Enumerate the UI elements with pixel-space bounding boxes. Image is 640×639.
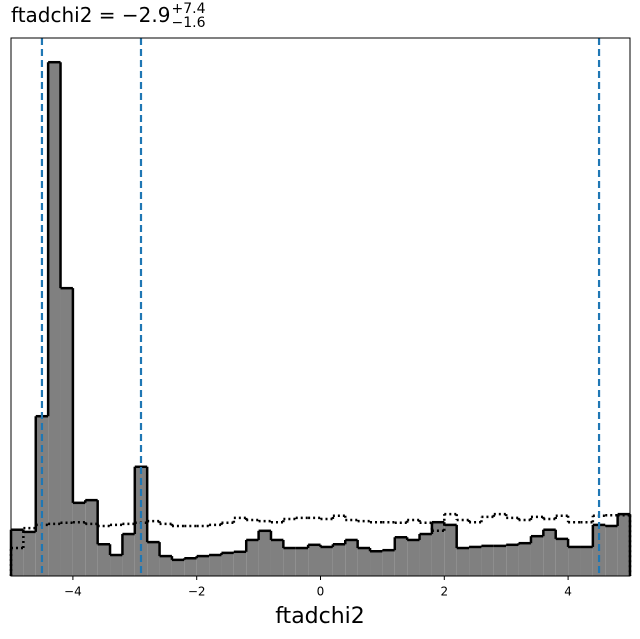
histogram-bar <box>617 514 630 576</box>
histogram-bar <box>110 555 123 576</box>
title-lower: −1.6 <box>171 15 205 31</box>
chart-title: ftadchi2 = −2.9 <box>11 3 170 27</box>
histogram-bar <box>407 539 420 576</box>
histogram-bar <box>23 531 36 576</box>
histogram-bar <box>233 551 247 576</box>
histogram-bar <box>72 502 86 576</box>
histogram-bar <box>357 548 371 576</box>
x-tick-label: −2 <box>188 585 206 599</box>
histogram-bar <box>493 545 507 576</box>
histogram-bar <box>308 544 321 576</box>
histogram-bar <box>382 550 395 576</box>
histogram-bar <box>258 530 271 576</box>
x-axis-label: ftadchi2 <box>275 604 365 629</box>
x-tick-label: −4 <box>64 585 82 599</box>
histogram-bar <box>345 539 358 576</box>
x-tick-label: 4 <box>564 585 572 599</box>
histogram-bar <box>171 559 185 576</box>
histogram-bar <box>147 542 160 576</box>
x-tick-label: 2 <box>440 585 448 599</box>
title-upper: +7.4 <box>171 1 205 17</box>
histogram-bar <box>605 525 618 576</box>
histogram-bar <box>543 529 556 576</box>
histogram-bar <box>506 544 519 576</box>
histogram-bar <box>60 288 73 576</box>
histogram-bar <box>134 466 148 576</box>
histogram-bar <box>530 536 544 576</box>
histogram-bar <box>159 556 172 576</box>
histogram-bar <box>85 500 98 576</box>
histogram-bar <box>295 548 309 576</box>
histogram-bar <box>184 558 197 576</box>
histogram-bar <box>332 544 346 576</box>
title-text: ftadchi2 = −2.9 <box>11 3 170 27</box>
histogram-bar <box>209 555 222 576</box>
histogram-bar <box>555 538 569 576</box>
histogram-bar <box>221 552 234 576</box>
histogram-bar <box>481 545 494 576</box>
histogram-bar <box>320 546 333 576</box>
histogram-bar <box>419 534 432 576</box>
histogram-bar <box>518 543 531 576</box>
x-tick-label: 0 <box>317 585 325 599</box>
histogram-bar <box>48 62 61 576</box>
histogram-bar <box>270 539 284 576</box>
histogram-bar <box>97 544 111 576</box>
histogram-bar <box>35 416 49 576</box>
histogram-bar <box>580 546 593 576</box>
histogram-bar <box>431 522 445 576</box>
histogram-bar <box>196 556 210 576</box>
histogram-bar <box>283 548 296 576</box>
histogram-bar <box>370 551 383 576</box>
histogram-bar <box>444 524 457 576</box>
histogram-bar <box>456 548 470 576</box>
histogram-bar <box>469 546 482 576</box>
histogram-bar <box>246 539 259 576</box>
histogram-bar <box>11 529 24 576</box>
histogram-bar <box>394 537 408 576</box>
histogram-bar <box>122 534 135 576</box>
histogram-bar <box>568 546 581 576</box>
